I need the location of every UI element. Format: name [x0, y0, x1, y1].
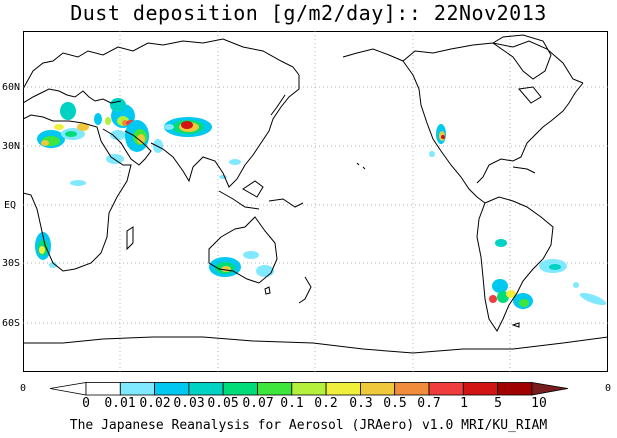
- cb-label: 0: [82, 396, 90, 411]
- colorbar-box: [222, 382, 258, 396]
- cb-label: 5: [494, 396, 502, 411]
- coastlines: [23, 34, 608, 354]
- cb-label: 0.01: [104, 396, 136, 411]
- colorbar-box: [497, 382, 533, 396]
- cb-label: 0.02: [139, 396, 171, 411]
- colorbar-box: [85, 382, 121, 396]
- dust-deposition-field: [35, 98, 607, 309]
- cb-label: 0.5: [383, 396, 407, 411]
- map-title: Dust deposition [g/m2/day]:: 22Nov2013: [70, 1, 547, 25]
- lat-label-60n: 60N: [2, 82, 21, 93]
- cb-label: 0.3: [349, 396, 373, 411]
- graticule: [23, 31, 608, 372]
- lon-label-left: 0: [20, 383, 27, 394]
- colorbar-box: [154, 382, 190, 396]
- cb-label: 0.1: [280, 396, 304, 411]
- lat-label-60s: 60S: [2, 318, 21, 329]
- map-frame: [23, 31, 608, 372]
- cb-label: 1: [460, 396, 468, 411]
- colorbar-box: [119, 382, 156, 396]
- cb-label: 0.05: [207, 396, 239, 411]
- cb-label: 0.7: [417, 396, 441, 411]
- colorbar: [49, 381, 580, 396]
- lat-label-30s: 30S: [2, 258, 21, 269]
- colorbar-box: [359, 382, 396, 396]
- lat-label-eq: EQ: [4, 200, 17, 211]
- colorbar-box: [257, 382, 293, 396]
- cb-label: 0.2: [314, 396, 338, 411]
- cb-label: 0.07: [242, 396, 274, 411]
- colorbar-box: [325, 382, 361, 396]
- lat-label-30n: 30N: [2, 141, 21, 152]
- world-map: [23, 31, 608, 372]
- colorbar-box: [462, 382, 498, 396]
- colorbar-arrow-right: [531, 382, 568, 396]
- colorbar-arrow-left: [49, 382, 87, 396]
- credit-line: The Japanese Reanalysis for Aerosol (JRA…: [69, 418, 548, 433]
- cb-label: 10: [531, 396, 547, 411]
- colorbar-box: [394, 382, 430, 396]
- lon-label-right: 0: [605, 383, 612, 394]
- colorbar-box: [428, 382, 464, 396]
- colorbar-box: [188, 382, 224, 396]
- colorbar-box: [291, 382, 327, 396]
- cb-label: 0.03: [173, 396, 205, 411]
